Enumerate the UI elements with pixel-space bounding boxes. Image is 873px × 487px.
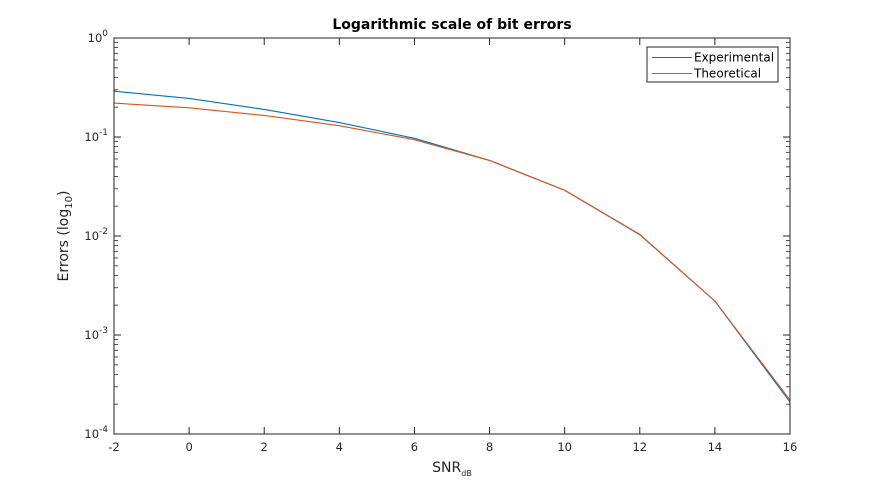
y-tick-label: 100	[88, 29, 109, 45]
x-tick-label: 6	[411, 440, 418, 454]
x-axis-label-main: SNR	[432, 460, 461, 476]
x-tick-label: 12	[632, 440, 647, 454]
y-tick-label: 10-3	[84, 326, 108, 342]
legend: Experimental Theoretical	[646, 46, 779, 83]
chart-title: Logarithmic scale of bit errors	[332, 17, 571, 33]
y-axis-label-main: Errors (log	[56, 209, 72, 282]
x-tick-label: -2	[108, 440, 119, 454]
y-axis-label-end: )	[56, 191, 72, 196]
legend-label-experimental: Experimental	[694, 51, 774, 65]
ticks-layer: -2 0 2 4 6 8 10 12 14 16 100 10-1 10-2 10-3 10-4	[84, 29, 797, 454]
y-tick-label: 10-1	[84, 128, 108, 144]
legend-box	[646, 46, 779, 83]
x-axis-label: SNRdB	[432, 460, 472, 478]
y-axis-label-sub: 10	[64, 196, 75, 209]
x-tick-label: 16	[783, 440, 798, 454]
series-line-theoretical	[113, 102, 791, 401]
x-axis-label-sub: dB	[461, 469, 472, 478]
plot-area	[114, 38, 790, 434]
x-tick-label: 4	[336, 440, 343, 454]
x-tick-label: 2	[261, 440, 268, 454]
x-tick-label: 0	[185, 440, 192, 454]
x-tick-label: 14	[708, 440, 723, 454]
legend-label-theoretical: Theoretical	[693, 67, 761, 81]
series-layer	[113, 90, 791, 403]
y-tick-label: 10-2	[84, 227, 108, 243]
y-tick-label: 10-4	[84, 425, 108, 441]
x-tick-label: 10	[557, 440, 572, 454]
x-tick-label: 8	[486, 440, 493, 454]
y-axis-label: Errors (log10)	[56, 191, 75, 282]
